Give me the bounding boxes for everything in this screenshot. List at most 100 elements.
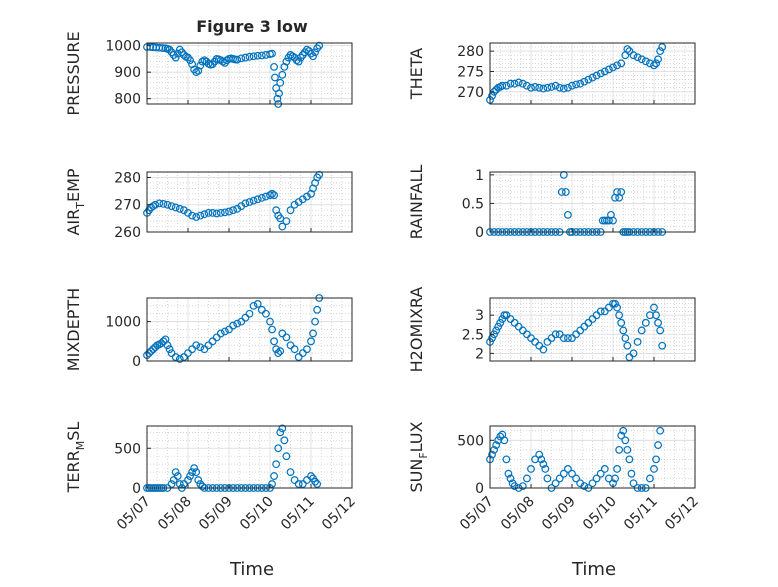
data-point bbox=[654, 55, 662, 64]
data-point bbox=[204, 341, 213, 350]
data-point bbox=[313, 480, 322, 488]
data-point bbox=[613, 303, 621, 312]
data-point bbox=[596, 307, 605, 316]
y-tick-label: 275 bbox=[457, 64, 484, 80]
data-point bbox=[654, 318, 662, 327]
data-point bbox=[282, 452, 291, 461]
data-point bbox=[294, 353, 303, 361]
data-point bbox=[262, 192, 270, 201]
data-point bbox=[274, 349, 283, 358]
data-point bbox=[159, 200, 168, 208]
data-point bbox=[220, 208, 229, 217]
y-axis-label: MIXDEPTH bbox=[64, 288, 83, 371]
data-point bbox=[617, 59, 626, 68]
data-point bbox=[518, 326, 527, 335]
data-point bbox=[270, 191, 279, 200]
data-point bbox=[617, 188, 626, 196]
data-point bbox=[188, 345, 197, 354]
data-point bbox=[192, 468, 201, 477]
data-point bbox=[584, 318, 593, 327]
data-point bbox=[282, 217, 291, 225]
data-point bbox=[650, 465, 658, 473]
data-point bbox=[196, 61, 205, 70]
data-point bbox=[245, 309, 254, 318]
data-point bbox=[641, 318, 650, 327]
data-point bbox=[268, 49, 276, 58]
data-point bbox=[159, 337, 168, 346]
data-point bbox=[290, 476, 299, 484]
data-point bbox=[629, 479, 638, 488]
data-point bbox=[278, 70, 287, 79]
data-point bbox=[208, 209, 217, 217]
y-tick-label: 0.5 bbox=[462, 196, 484, 212]
axes-box bbox=[146, 42, 353, 105]
data-point bbox=[568, 334, 576, 342]
data-point bbox=[650, 61, 658, 70]
data-point bbox=[506, 474, 515, 483]
data-point bbox=[623, 45, 632, 53]
data-point bbox=[253, 195, 262, 204]
data-point bbox=[303, 345, 311, 354]
subplot-pressure: 800 900 1000 PRESSURE bbox=[64, 31, 353, 116]
data-point bbox=[175, 480, 184, 488]
data-point bbox=[539, 460, 548, 469]
data-point bbox=[196, 211, 205, 220]
data-point bbox=[241, 53, 250, 62]
data-point bbox=[535, 450, 544, 459]
data-point bbox=[298, 480, 307, 488]
data-point bbox=[167, 202, 176, 210]
y-tick-label: 2.5 bbox=[462, 327, 484, 343]
y-axis-label: AIRTEMP bbox=[64, 168, 87, 235]
data-point bbox=[253, 300, 262, 308]
data-point bbox=[576, 326, 585, 335]
data-point bbox=[609, 216, 617, 225]
data-point bbox=[307, 337, 315, 346]
data-point bbox=[650, 303, 658, 312]
y-axis-label: RAINFALL bbox=[407, 165, 426, 240]
data-point bbox=[535, 341, 544, 350]
x-tick-label: 05/10 bbox=[237, 494, 277, 534]
data-point bbox=[184, 349, 192, 358]
data-point bbox=[188, 211, 197, 220]
data-point bbox=[588, 73, 597, 82]
data-point bbox=[294, 57, 303, 66]
data-point bbox=[208, 337, 217, 346]
data-point bbox=[523, 474, 531, 483]
data-point bbox=[531, 338, 539, 346]
data-point bbox=[652, 455, 660, 464]
data-point bbox=[506, 315, 515, 323]
data-point bbox=[613, 61, 621, 70]
data-point bbox=[286, 206, 295, 215]
data-point bbox=[535, 83, 544, 92]
data-point bbox=[241, 313, 250, 322]
data-point bbox=[303, 45, 311, 54]
data-point bbox=[253, 51, 262, 60]
data-point bbox=[268, 480, 276, 488]
data-point bbox=[496, 318, 505, 327]
x-tick-label: 05/07 bbox=[457, 494, 497, 534]
data-point bbox=[543, 474, 552, 483]
subplot-terr_msl: 0 500 05/07 05/08 05/09 05/10 05/11 05/12 TERRMS… bbox=[64, 422, 359, 534]
data-point bbox=[564, 83, 572, 92]
data-point bbox=[145, 349, 153, 358]
data-point bbox=[615, 311, 624, 320]
data-point bbox=[288, 52, 297, 61]
data-point bbox=[611, 299, 619, 308]
data-point bbox=[298, 349, 307, 358]
data-point bbox=[165, 345, 174, 354]
data-point bbox=[311, 477, 320, 486]
data-point bbox=[510, 482, 519, 490]
data-point bbox=[588, 479, 597, 488]
subplot-rainfall: 0 0.5 1 RAINFALL bbox=[407, 165, 696, 241]
data-point bbox=[275, 89, 283, 98]
data-point bbox=[605, 65, 613, 74]
data-point bbox=[543, 83, 552, 92]
data-point bbox=[270, 337, 279, 346]
data-point bbox=[551, 330, 560, 339]
data-point bbox=[173, 472, 182, 480]
data-point bbox=[268, 189, 276, 198]
x-tick-label: 05/09 bbox=[196, 494, 236, 534]
data-point bbox=[225, 325, 233, 334]
data-point bbox=[580, 322, 589, 331]
data-point bbox=[518, 482, 527, 490]
